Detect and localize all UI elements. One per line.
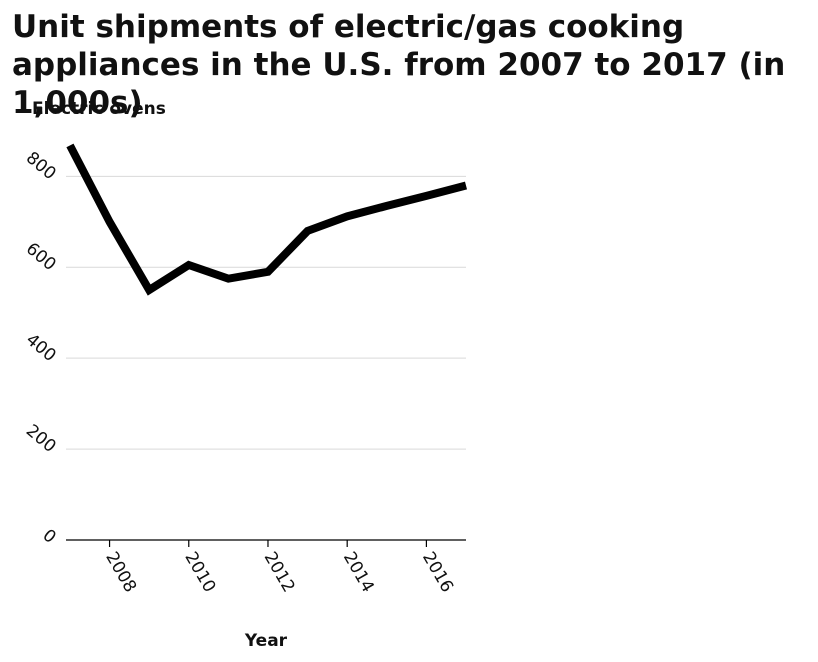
y-tick-label: 0 [38,526,59,548]
y-tick-label: 400 [22,330,60,366]
y-tick-label: 600 [22,239,60,275]
series-layer [66,143,468,296]
x-tick-label: 2010 [180,549,219,596]
x-axis: 2008 2010 2012 2014 2016 [101,540,457,596]
y-axis-title: Electric ovens [32,99,166,119]
series-line-electric-ovens [66,143,468,296]
gridlines [66,175,466,450]
y-tick-label: 200 [22,421,60,457]
y-axis: 0 200 400 600 800 [22,148,60,548]
x-axis-title: Year [244,631,288,651]
y-tick-label: 800 [22,148,60,184]
x-tick-label: 2008 [101,549,140,596]
x-tick-label: 2012 [260,549,299,596]
x-tick-label: 2014 [339,549,378,596]
chart-title: Unit shipments of electric/gas cooking a… [12,9,786,121]
x-tick-label: 2016 [418,549,457,596]
